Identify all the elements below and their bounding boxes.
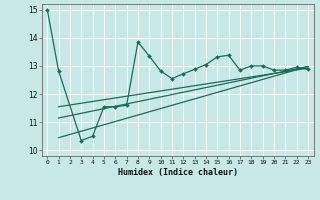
X-axis label: Humidex (Indice chaleur): Humidex (Indice chaleur)	[118, 168, 237, 177]
